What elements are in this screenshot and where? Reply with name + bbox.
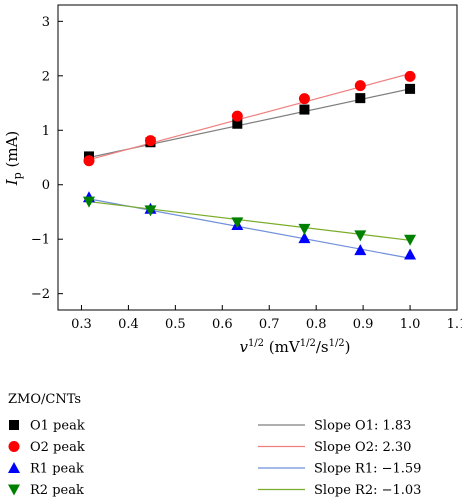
legend-label-r2: R2 peak	[30, 483, 84, 498]
data-point-r1	[354, 244, 367, 256]
data-point-o2	[354, 80, 366, 92]
data-point-r1	[404, 248, 417, 260]
data-point-o1	[405, 83, 416, 94]
legend-marker-o2	[8, 441, 20, 452]
y-tick-label: −2	[31, 287, 50, 302]
legend-marker-r1	[8, 462, 20, 473]
data-point-r2	[231, 217, 244, 229]
x-tick-label: 0.3	[71, 317, 92, 332]
axis-ticks: 0.3 0.4 0.5 0.6 0.7 0.8 0.9 1.0 1.1 −2 −1 0 1 2 3	[31, 15, 462, 332]
y-tick-label: 2	[42, 69, 50, 84]
legend-fit-label-o1: Slope O1: 1.83	[314, 419, 411, 434]
x-tick-label: 0.9	[353, 317, 374, 332]
x-tick-label: 0.8	[306, 317, 327, 332]
data-point-o1	[355, 93, 366, 104]
data-point-o2	[83, 155, 95, 167]
legend-label-r1: R1 peak	[30, 462, 84, 477]
data-point-r2	[404, 234, 417, 246]
legend-fit-label-r1: Slope R1: −1.59	[314, 462, 421, 477]
legend: O1 peak Slope O1: 1.83 O2 peak Slope O2: 2.…	[8, 419, 421, 498]
y-tick-label: −1	[31, 233, 50, 248]
legend-fit-label-r2: Slope R2: −1.03	[314, 483, 421, 498]
x-axis-label: v1/2 (mV1/2/s1/2)	[239, 338, 350, 356]
data-point-o2	[298, 93, 310, 105]
data-point-o1	[299, 104, 310, 115]
data-point-o2	[231, 110, 243, 122]
legend-label-o1: O1 peak	[30, 419, 85, 434]
fit-line-r1	[88, 198, 411, 259]
x-tick-label: 0.6	[212, 317, 233, 332]
x-tick-label: 0.4	[118, 317, 139, 332]
legend-label-o2: O2 peak	[30, 440, 85, 455]
data-points	[82, 70, 417, 260]
data-point-r2	[144, 205, 157, 217]
x-tick-label: 0.7	[259, 317, 280, 332]
data-point-r2	[354, 230, 367, 242]
data-point-r1	[298, 232, 311, 244]
data-point-r2	[298, 223, 311, 235]
x-tick-label: 0.5	[165, 317, 186, 332]
legend-marker-o1	[9, 420, 19, 430]
data-point-o2	[404, 70, 416, 82]
data-point-o2	[144, 135, 156, 147]
y-tick-label: 1	[42, 124, 50, 139]
data-point-o1	[232, 118, 243, 129]
y-axis-label: Ip (mA)	[3, 131, 24, 187]
y-tick-label: 0	[42, 178, 50, 193]
x-tick-label: 1.0	[400, 317, 421, 332]
legend-marker-r2	[8, 484, 20, 496]
x-tick-label: 1.1	[447, 317, 462, 332]
legend-title: ZMO/CNTs	[8, 392, 81, 407]
y-tick-label: 3	[42, 15, 50, 30]
plot-frame	[57, 4, 458, 311]
data-point-r2	[82, 196, 95, 208]
legend-fit-label-o2: Slope O2: 2.30	[314, 440, 411, 455]
